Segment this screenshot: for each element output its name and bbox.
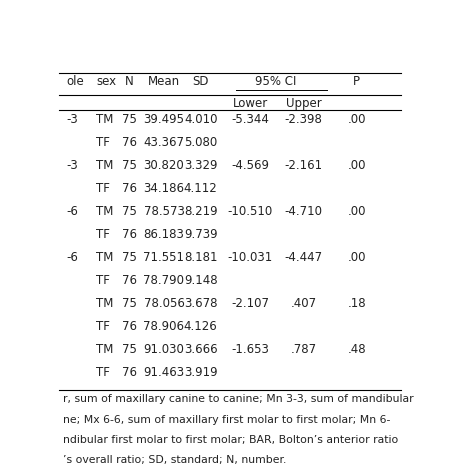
Text: -4.569: -4.569 — [231, 159, 269, 173]
Text: 76: 76 — [121, 137, 137, 149]
Text: .00: .00 — [347, 113, 366, 127]
Text: .407: .407 — [291, 297, 317, 310]
Text: 86.183: 86.183 — [144, 228, 184, 241]
Text: TM: TM — [96, 159, 113, 173]
Text: -4.447: -4.447 — [284, 251, 323, 264]
Text: 3.678: 3.678 — [184, 297, 218, 310]
Text: .00: .00 — [347, 251, 366, 264]
Text: -2.107: -2.107 — [231, 297, 269, 310]
Text: 4.126: 4.126 — [184, 320, 218, 333]
Text: 34.186: 34.186 — [144, 182, 184, 195]
Text: 43.367: 43.367 — [144, 137, 184, 149]
Text: .00: .00 — [347, 159, 366, 173]
Text: TF: TF — [96, 228, 110, 241]
Text: 75: 75 — [122, 205, 137, 219]
Text: TM: TM — [96, 297, 113, 310]
Text: 78.573: 78.573 — [144, 205, 184, 219]
Text: 4.010: 4.010 — [184, 113, 218, 127]
Text: N: N — [125, 75, 133, 88]
Text: 75: 75 — [122, 297, 137, 310]
Text: SD: SD — [192, 75, 209, 88]
Text: 76: 76 — [121, 320, 137, 333]
Text: 3.666: 3.666 — [184, 343, 218, 356]
Text: 3.329: 3.329 — [184, 159, 218, 173]
Text: TM: TM — [96, 343, 113, 356]
Text: -10.031: -10.031 — [228, 251, 273, 264]
Text: .787: .787 — [291, 343, 317, 356]
Text: 78.790: 78.790 — [144, 274, 184, 287]
Text: 76: 76 — [121, 228, 137, 241]
Text: -3: -3 — [66, 113, 78, 127]
Text: TF: TF — [96, 320, 110, 333]
Text: 91.463: 91.463 — [143, 366, 184, 379]
Text: ’s overall ratio; SD, standard; N, number.: ’s overall ratio; SD, standard; N, numbe… — [63, 455, 286, 465]
Text: -5.344: -5.344 — [231, 113, 269, 127]
Text: ne; Mx 6-6, sum of maxillary first molar to first molar; Mn 6-: ne; Mx 6-6, sum of maxillary first molar… — [63, 415, 390, 425]
Text: .00: .00 — [347, 205, 366, 219]
Text: sex: sex — [96, 75, 116, 88]
Text: 95% CI: 95% CI — [255, 75, 297, 88]
Text: -3: -3 — [66, 159, 78, 173]
Text: TM: TM — [96, 251, 113, 264]
Text: 3.919: 3.919 — [184, 366, 218, 379]
Text: -6: -6 — [66, 251, 79, 264]
Text: Mean: Mean — [148, 75, 180, 88]
Text: 5.080: 5.080 — [184, 137, 217, 149]
Text: -4.710: -4.710 — [284, 205, 322, 219]
Text: 8.181: 8.181 — [184, 251, 218, 264]
Text: Lower: Lower — [233, 97, 268, 110]
Text: 8.219: 8.219 — [184, 205, 218, 219]
Text: 39.495: 39.495 — [144, 113, 184, 127]
Text: 30.820: 30.820 — [144, 159, 184, 173]
Text: TF: TF — [96, 274, 110, 287]
Text: ndibular first molar to first molar; BAR, Bolton’s anterior ratio: ndibular first molar to first molar; BAR… — [63, 435, 398, 445]
Text: TM: TM — [96, 205, 113, 219]
Text: r, sum of maxillary canine to canine; Mn 3-3, sum of mandibular: r, sum of maxillary canine to canine; Mn… — [63, 394, 413, 404]
Text: Upper: Upper — [286, 97, 321, 110]
Text: 75: 75 — [122, 251, 137, 264]
Text: 78.056: 78.056 — [144, 297, 184, 310]
Text: TF: TF — [96, 182, 110, 195]
Text: 4.112: 4.112 — [184, 182, 218, 195]
Text: 9.148: 9.148 — [184, 274, 218, 287]
Text: 75: 75 — [122, 343, 137, 356]
Text: -2.161: -2.161 — [284, 159, 323, 173]
Text: -6: -6 — [66, 205, 79, 219]
Text: 75: 75 — [122, 159, 137, 173]
Text: 76: 76 — [121, 274, 137, 287]
Text: .48: .48 — [347, 343, 366, 356]
Text: 78.906: 78.906 — [144, 320, 184, 333]
Text: .18: .18 — [347, 297, 366, 310]
Text: P: P — [353, 75, 360, 88]
Text: 91.030: 91.030 — [144, 343, 184, 356]
Text: -2.398: -2.398 — [284, 113, 322, 127]
Text: TF: TF — [96, 366, 110, 379]
Text: -10.510: -10.510 — [228, 205, 273, 219]
Text: 76: 76 — [121, 182, 137, 195]
Text: -1.653: -1.653 — [231, 343, 269, 356]
Text: 76: 76 — [121, 366, 137, 379]
Text: ole: ole — [66, 75, 84, 88]
Text: 9.739: 9.739 — [184, 228, 218, 241]
Text: 75: 75 — [122, 113, 137, 127]
Text: TF: TF — [96, 137, 110, 149]
Text: TM: TM — [96, 113, 113, 127]
Text: 71.551: 71.551 — [144, 251, 184, 264]
